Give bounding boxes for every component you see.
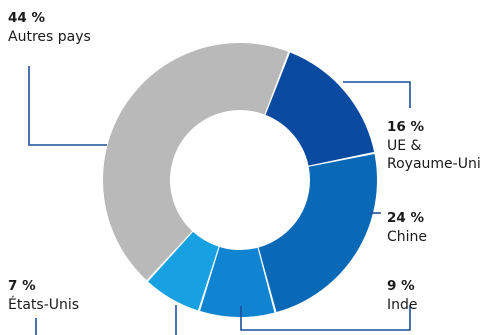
leader-line-ue-royaume-uni — [343, 81, 411, 108]
percent-label-inde: 9 % — [387, 278, 415, 294]
slice-autres-pays — [102, 42, 289, 281]
category-label-etats-unis: États-Unis — [8, 296, 79, 313]
percent-label-etats-unis: 7 % — [8, 278, 36, 294]
leader-lines — [28, 66, 411, 335]
category-label-ue-royaume-uni-line-1: UE & — [387, 138, 422, 154]
percent-label-autres-pays: 44 % — [8, 10, 45, 26]
leader-line-inde — [240, 305, 411, 331]
percent-label-ue-royaume-uni: 16 % — [387, 119, 424, 135]
category-label-inde: Inde — [387, 297, 418, 313]
category-label-autres-pays: Autres pays — [8, 29, 91, 45]
donut-slices — [102, 42, 377, 317]
slice-labels: 16 % UE & Royaume-Uni 24 % Chine 9 % Inde 7 % Ét… — [8, 10, 481, 313]
slice-etats-unis — [148, 231, 219, 311]
category-label-ue-royaume-uni-line-2: Royaume-Uni — [387, 156, 481, 172]
category-label-chine: Chine — [387, 229, 427, 245]
slice-ue-royaume-uni — [265, 52, 375, 166]
percent-label-chine: 24 % — [387, 210, 424, 226]
leader-line-autres-pays — [28, 66, 107, 146]
slice-inde — [200, 246, 275, 317]
slice-chine — [258, 153, 377, 313]
